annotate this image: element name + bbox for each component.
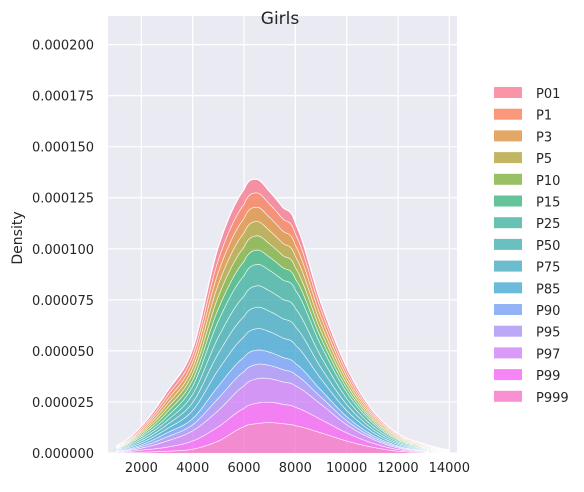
legend-swatch-p25 — [494, 217, 522, 229]
y-tick-label: 0.000025 — [32, 396, 94, 411]
legend-swatch-p85 — [494, 282, 522, 294]
y-tick-label: 0.000150 — [32, 141, 94, 156]
y-tick-label: 0.000200 — [32, 39, 94, 54]
legend-swatch-p90 — [494, 304, 522, 315]
x-tick-label: 6000 — [227, 461, 260, 476]
legend-label-p15: P15 — [536, 196, 560, 211]
legend-label-p1: P1 — [536, 109, 552, 124]
y-tick-label: 0.000050 — [32, 345, 94, 360]
area-p95 — [115, 363, 450, 453]
legend-label-p3: P3 — [536, 130, 552, 145]
area-outline-p01 — [115, 178, 450, 451]
legend-swatch-p01 — [494, 87, 522, 98]
legend-swatch-p999 — [494, 390, 522, 402]
legend-label-p5: P5 — [536, 152, 552, 167]
legend-swatch-p75 — [494, 260, 522, 272]
x-tick-label: 14000 — [429, 461, 470, 476]
legend-swatch-p1 — [494, 108, 522, 120]
legend-swatch-p99 — [494, 369, 522, 381]
area-p99 — [115, 401, 450, 453]
area-p97 — [115, 377, 450, 453]
legend-label-p25: P25 — [536, 217, 560, 232]
chart-title: Girls — [261, 9, 300, 29]
legend-label-p10: P10 — [536, 174, 560, 189]
y-tick-labels: 0.000000 0.000025 0.000050 0.000075 0.000100… — [32, 39, 94, 462]
legend-label-p95: P95 — [536, 326, 560, 341]
legend-label-p75: P75 — [536, 261, 560, 276]
x-tick-label: 12000 — [377, 461, 418, 476]
legend: P01 P1 P3 P5 P10 P15 P25 P50 P75 P85 P90 P95 P97 P99 P… — [494, 87, 569, 406]
area-p50 — [115, 285, 450, 452]
density-areas — [115, 178, 450, 454]
legend-swatch-p95 — [494, 325, 522, 337]
legend-label-p97: P97 — [536, 347, 560, 362]
legend-label-p50: P50 — [536, 239, 560, 254]
y-tick-label: 0.000000 — [32, 447, 94, 462]
legend-swatch-p5 — [494, 152, 522, 164]
legend-label-p99: P99 — [536, 369, 560, 384]
legend-label-p01: P01 — [536, 87, 560, 102]
x-tick-labels: 2000 4000 6000 8000 10000 12000 14000 — [125, 461, 470, 476]
area-p15 — [115, 249, 450, 452]
legend-label-p85: P85 — [536, 282, 560, 297]
area-p75 — [115, 306, 450, 452]
legend-swatch-p97 — [494, 347, 522, 359]
x-tick-label: 4000 — [176, 461, 209, 476]
x-tick-label: 10000 — [326, 461, 367, 476]
y-tick-label: 0.000100 — [32, 243, 94, 258]
x-tick-label: 2000 — [125, 461, 158, 476]
legend-swatch-p10 — [494, 173, 522, 185]
area-p999 — [115, 422, 450, 453]
legend-label-p90: P90 — [536, 304, 560, 319]
y-tick-label: 0.000175 — [32, 90, 94, 105]
y-tick-label: 0.000075 — [32, 294, 94, 309]
legend-swatch-p15 — [494, 195, 522, 207]
legend-swatch-p50 — [494, 238, 522, 250]
y-axis-label: Density — [10, 211, 26, 264]
area-p25 — [115, 264, 450, 452]
legend-swatch-p3 — [494, 130, 522, 142]
y-tick-label: 0.000125 — [32, 192, 94, 207]
x-tick-label: 8000 — [279, 461, 312, 476]
legend-label-p999: P999 — [536, 391, 569, 406]
